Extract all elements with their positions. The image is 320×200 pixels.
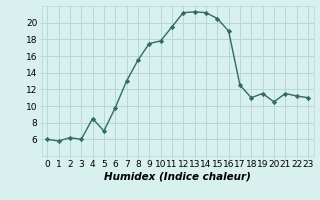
X-axis label: Humidex (Indice chaleur): Humidex (Indice chaleur) [104, 172, 251, 182]
